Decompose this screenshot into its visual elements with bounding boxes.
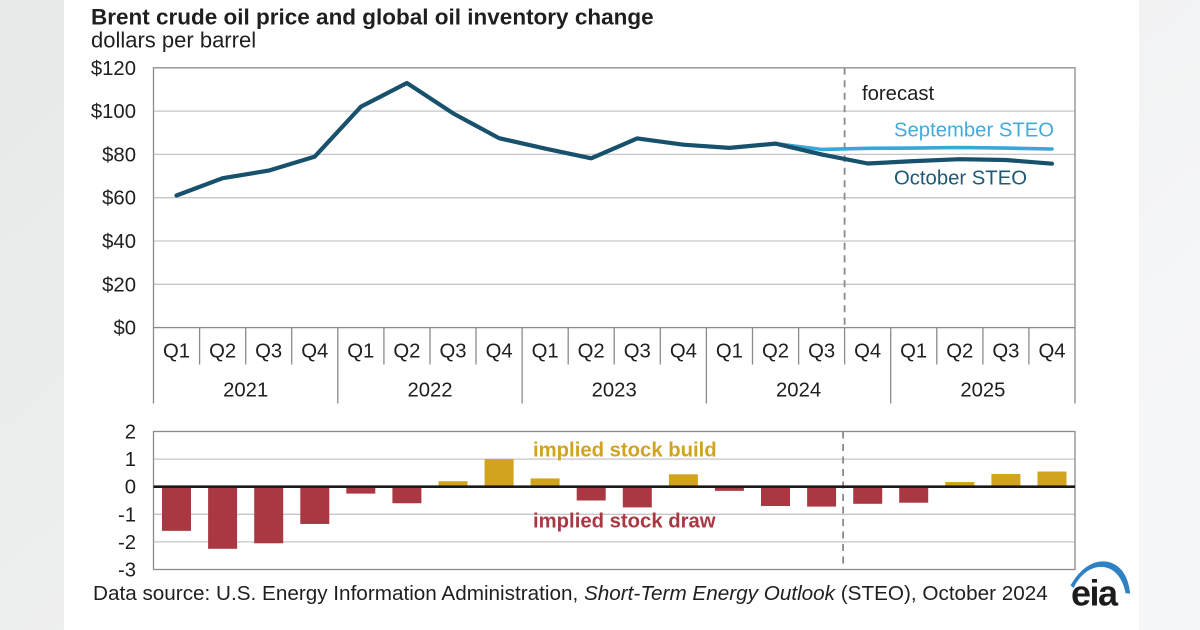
svg-text:-3: -3 (118, 560, 136, 582)
svg-text:2022: 2022 (407, 380, 452, 402)
svg-text:Q4: Q4 (670, 341, 697, 363)
svg-text:0: 0 (125, 477, 136, 499)
svg-text:2: 2 (125, 422, 136, 444)
svg-text:Data source: U.S. Energy Infor: Data source: U.S. Energy Information Adm… (93, 582, 1048, 605)
svg-text:$60: $60 (102, 188, 136, 210)
svg-text:Q4: Q4 (301, 341, 328, 363)
svg-text:2024: 2024 (776, 380, 821, 402)
svg-text:1: 1 (125, 449, 136, 471)
svg-text:$20: $20 (102, 274, 136, 296)
svg-text:Q2: Q2 (946, 341, 973, 363)
svg-text:Q3: Q3 (992, 341, 1019, 363)
svg-text:Q3: Q3 (439, 341, 466, 363)
svg-text:dollars per barrel: dollars per barrel (91, 28, 256, 53)
svg-text:Q1: Q1 (900, 341, 927, 363)
svg-text:$120: $120 (91, 58, 136, 80)
svg-text:September STEO: September STEO (894, 120, 1054, 142)
svg-text:-2: -2 (118, 532, 136, 554)
svg-text:Q4: Q4 (486, 341, 513, 363)
svg-text:Q4: Q4 (1038, 341, 1065, 363)
svg-text:implied stock build: implied stock build (533, 440, 717, 462)
svg-text:implied stock draw: implied stock draw (533, 511, 716, 533)
svg-text:eia: eia (1071, 573, 1119, 614)
svg-text:Q2: Q2 (393, 341, 420, 363)
svg-text:Q2: Q2 (209, 341, 236, 363)
svg-text:Q1: Q1 (163, 341, 190, 363)
svg-text:Q3: Q3 (808, 341, 835, 363)
svg-text:Q1: Q1 (532, 341, 559, 363)
svg-text:$100: $100 (91, 101, 136, 123)
svg-text:Q3: Q3 (624, 341, 651, 363)
svg-text:$0: $0 (113, 318, 136, 340)
svg-text:Q2: Q2 (578, 341, 605, 363)
svg-text:$40: $40 (102, 231, 136, 253)
svg-text:October STEO: October STEO (894, 168, 1027, 190)
svg-text:2023: 2023 (592, 380, 637, 402)
svg-text:Q1: Q1 (347, 341, 374, 363)
svg-text:Q2: Q2 (762, 341, 789, 363)
svg-text:-1: -1 (118, 504, 136, 526)
svg-text:forecast: forecast (862, 83, 935, 105)
svg-text:2025: 2025 (960, 380, 1005, 402)
svg-text:Q1: Q1 (716, 341, 743, 363)
svg-text:Q3: Q3 (255, 341, 282, 363)
svg-text:2021: 2021 (223, 380, 268, 402)
svg-text:$80: $80 (102, 144, 136, 166)
svg-text:Brent crude oil price and glob: Brent crude oil price and global oil inv… (91, 5, 654, 30)
svg-text:Q4: Q4 (854, 341, 881, 363)
